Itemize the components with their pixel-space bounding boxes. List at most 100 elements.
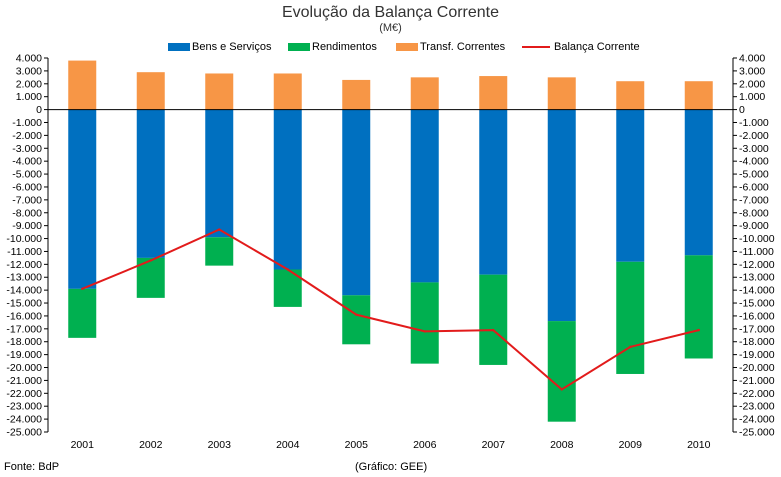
bar-rendimentos — [205, 237, 234, 266]
y-tick-label-left: -9.000 — [12, 220, 42, 232]
y-tick-label-right: -21.000 — [739, 375, 775, 387]
bar-transf — [616, 81, 645, 110]
point-balanca — [560, 388, 563, 391]
y-tick-label-left: -10.000 — [6, 233, 42, 245]
point-balanca — [218, 228, 221, 231]
y-tick-label-left: -14.000 — [6, 285, 42, 297]
y-tick-label-right: 1.000 — [739, 91, 765, 103]
y-tick-label-right: -11.000 — [739, 246, 774, 258]
point-balanca — [149, 259, 152, 262]
y-tick-label-left: -5.000 — [12, 169, 42, 181]
y-tick-label-right: -20.000 — [739, 362, 775, 374]
y-tick-label-right: -19.000 — [739, 349, 775, 361]
bar-bens — [68, 109, 97, 289]
y-tick-label-right: -10.000 — [739, 233, 775, 245]
y-tick-label-left: -18.000 — [6, 336, 42, 348]
y-tick-label-right: 2.000 — [739, 78, 765, 90]
bar-bens — [136, 109, 165, 258]
y-tick-label-right: -25.000 — [739, 427, 775, 439]
y-tick-label-left: -6.000 — [12, 181, 42, 193]
bar-bens — [410, 109, 439, 283]
line-balanca-corrente — [81, 228, 699, 391]
y-tick-label-right: -22.000 — [739, 388, 775, 400]
x-tick-label: 2006 — [413, 439, 437, 451]
x-tick-label: 2003 — [208, 439, 232, 451]
y-tick-label-right: -1.000 — [739, 117, 769, 129]
bar-bens — [547, 109, 576, 322]
bar-transf — [136, 72, 165, 110]
legend-swatch-balanca — [522, 46, 550, 49]
y-tick-label-left: 4.000 — [16, 53, 42, 65]
y-tick-label-left: -13.000 — [6, 272, 42, 284]
y-tick-label-left: -22.000 — [6, 388, 42, 400]
point-balanca — [355, 313, 358, 316]
x-tick-label: 2002 — [139, 439, 163, 451]
y-tick-label-right: -16.000 — [739, 310, 775, 322]
y-tick-label-left: -8.000 — [12, 207, 42, 219]
legend-label-transf: Transf. Correntes — [420, 41, 506, 53]
y-tick-label-left: -23.000 — [6, 401, 42, 413]
bar-bens — [273, 109, 302, 270]
y-tick-label-left: 0 — [36, 104, 42, 116]
legend-swatch-rendimentos — [288, 43, 310, 52]
y-tick-label-right: -24.000 — [739, 414, 775, 426]
bar-transf — [410, 77, 439, 110]
legend-item-balanca: Balança Corrente — [522, 41, 640, 53]
point-balanca — [629, 345, 632, 349]
y-tick-label-right: -6.000 — [739, 181, 769, 193]
legend-item-rendimentos: Rendimentos — [288, 41, 377, 53]
y-tick-label-right: -14.000 — [739, 285, 775, 297]
bar-rendimentos — [342, 295, 371, 345]
y-tick-label-left: -1.000 — [12, 117, 42, 129]
y-tick-label-left: -16.000 — [6, 310, 42, 322]
legend-item-transf: Transf. Correntes — [396, 41, 505, 53]
y-tick-label-left: -20.000 — [6, 362, 42, 374]
y-tick-label-right: -5.000 — [739, 169, 769, 181]
y-tick-label-left: -7.000 — [12, 194, 42, 206]
y-tick-label-left: 2.000 — [16, 78, 42, 90]
y-tick-label-left: -19.000 — [6, 349, 42, 361]
y-tick-label-right: 4.000 — [739, 53, 765, 65]
y-tick-label-right: -18.000 — [739, 336, 775, 348]
bar-transf — [547, 77, 576, 110]
legend-label-rendimentos: Rendimentos — [312, 41, 377, 53]
chart-subtitle: (M€) — [379, 22, 402, 34]
x-tick-label: 2007 — [482, 439, 506, 451]
legend-label-balanca: Balança Corrente — [554, 41, 640, 53]
x-tick-label: 2001 — [71, 439, 95, 451]
chart-title: Evolução da Balança Corrente — [281, 4, 500, 21]
bar-transf — [479, 76, 508, 110]
y-tick-label-right: -15.000 — [739, 298, 775, 310]
legend-item-bens: Bens e Serviços — [168, 41, 271, 53]
y-tick-label-left: -2.000 — [12, 130, 42, 142]
x-tick-label: 2010 — [687, 439, 711, 451]
bar-rendimentos — [410, 282, 439, 364]
y-tick-label-right: 0 — [739, 104, 745, 116]
y-tick-label-left: -21.000 — [6, 375, 42, 387]
legend-label-bens: Bens e Serviços — [192, 41, 272, 53]
x-tick-label: 2005 — [345, 439, 369, 451]
point-balanca — [423, 330, 426, 333]
y-tick-label-right: 3.000 — [739, 65, 765, 77]
bar-transf — [684, 81, 713, 110]
x-tick-label: 2008 — [550, 439, 574, 451]
bar-rendimentos — [68, 288, 97, 338]
bar-transf — [342, 79, 371, 110]
bar-bens — [205, 109, 234, 238]
y-tick-label-right: -13.000 — [739, 272, 775, 284]
y-tick-label-left: 3.000 — [16, 65, 42, 77]
bar-bens — [684, 109, 713, 256]
y-tick-label-left: 1.000 — [16, 91, 42, 103]
y-tick-label-right: -17.000 — [739, 323, 775, 335]
point-balanca — [697, 328, 700, 332]
legend-swatch-transf — [396, 43, 418, 52]
bar-bens — [479, 109, 508, 275]
bar-transf — [273, 73, 302, 110]
y-tick-label-right: -23.000 — [739, 401, 775, 413]
y-tick-label-left: -11.000 — [7, 246, 42, 258]
point-balanca — [81, 287, 84, 291]
bar-rendimentos — [547, 321, 576, 422]
y-tick-label-right: -7.000 — [739, 194, 769, 206]
